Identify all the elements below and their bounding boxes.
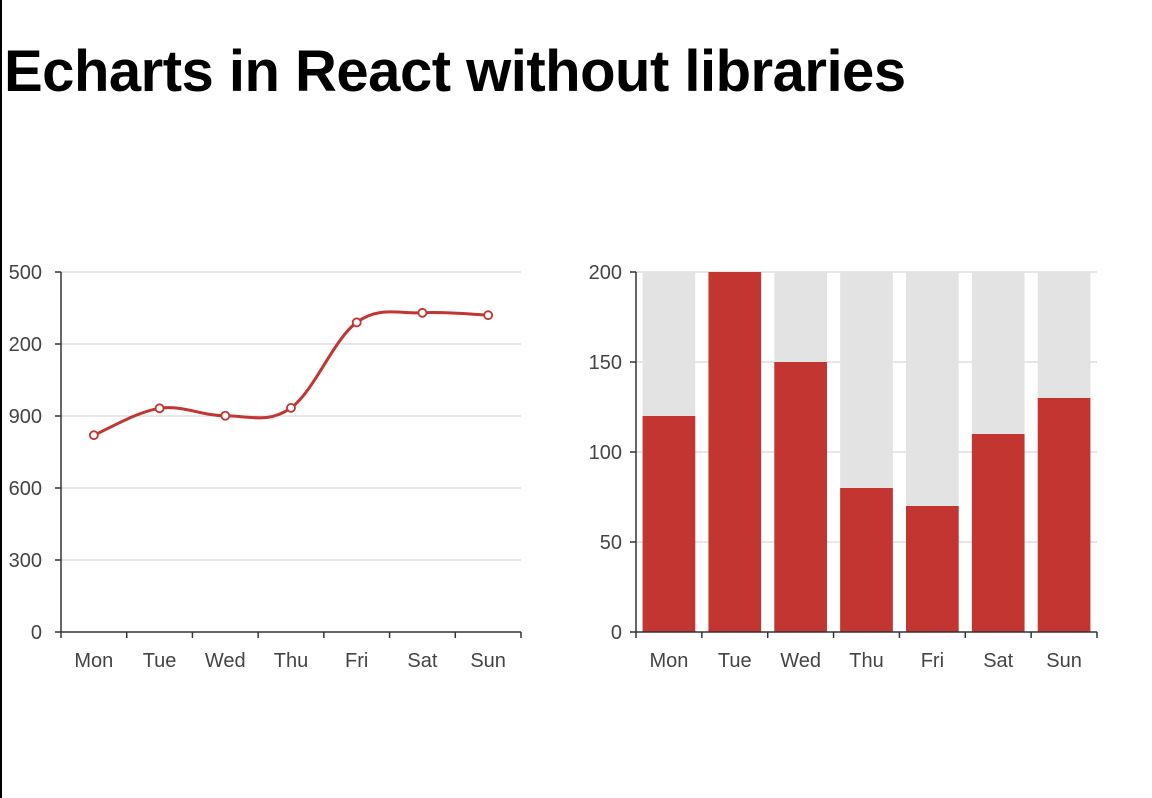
bar-x-tick-label: Thu [849, 650, 883, 672]
bar-y-tick-label: 100 [589, 442, 622, 464]
bar-x-tick-label: Mon [649, 650, 688, 672]
line-y-tick-label: 0 [31, 622, 42, 644]
bar[interactable] [1037, 398, 1091, 632]
line-x-tick-label: Thu [274, 650, 308, 672]
line-point[interactable] [286, 402, 296, 413]
page-left-border [0, 0, 2, 798]
bar[interactable] [971, 434, 1025, 632]
line-x-tick-label: Sat [407, 650, 437, 672]
line-point[interactable] [417, 307, 428, 318]
bar[interactable] [906, 506, 959, 632]
line-y-tick-label: 900 [9, 406, 42, 428]
line-point[interactable] [220, 410, 231, 421]
line-x-tick-label: Wed [205, 650, 246, 672]
bar-y-tick-label: 50 [600, 532, 622, 554]
line-point[interactable] [351, 317, 362, 328]
bar-x-tick-label: Wed [780, 650, 821, 672]
line-point[interactable] [483, 310, 494, 321]
bar-background [708, 272, 762, 632]
bar-background [1037, 272, 1091, 632]
bar-background [642, 272, 696, 632]
bar-y-tick-label: 150 [589, 352, 622, 374]
bar-x-tick-label: Fri [921, 650, 944, 672]
bar[interactable] [774, 362, 827, 632]
line-x-tick-label: Tue [143, 650, 177, 672]
line-series [93, 310, 489, 437]
bar-x-tick-label: Sun [1046, 650, 1082, 672]
line-x-tick-label: Sun [470, 650, 506, 672]
bar-y-tick-label: 0 [611, 622, 622, 644]
bar-x-tick-label: Tue [718, 650, 752, 672]
line-y-tick-label: 600 [9, 478, 42, 500]
bar[interactable] [642, 416, 696, 632]
bar-y-tick-label: 200 [589, 262, 622, 284]
line-x-tick-label: Fri [345, 650, 368, 672]
line-point[interactable] [88, 430, 99, 441]
bar-background [840, 272, 893, 632]
bar[interactable] [708, 272, 762, 632]
bar-background [774, 272, 827, 632]
line-chart: 0 300 600 900 200 500 Mon Tue Wed Thu Fri Sat Sun [9, 262, 522, 672]
line-y-tick-label: 300 [9, 550, 42, 572]
bar-background [971, 272, 1025, 632]
line-x-tick-label: Mon [74, 650, 113, 672]
bar-x-tick-label: Sat [983, 650, 1013, 672]
line-y-tick-label: 200 [9, 334, 42, 356]
line-point[interactable] [154, 403, 165, 414]
page-title: Echarts in React without libraries [4, 39, 906, 104]
bar-background [906, 272, 959, 632]
bar[interactable] [840, 488, 893, 632]
line-y-tick-label: 500 [9, 262, 42, 284]
